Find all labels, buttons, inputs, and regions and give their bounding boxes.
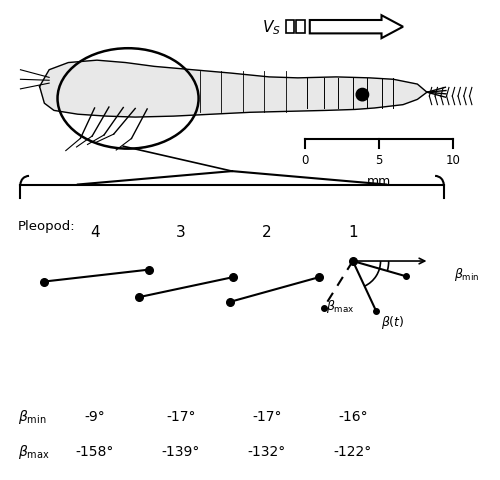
Text: $V_S$: $V_S$ [262, 18, 281, 37]
Text: $\beta(t)$: $\beta(t)$ [381, 313, 404, 331]
Text: Pleopod:: Pleopod: [18, 219, 76, 232]
Text: $\beta_{\max}$: $\beta_{\max}$ [326, 297, 355, 314]
Text: -132°: -132° [248, 444, 286, 458]
Text: 10: 10 [446, 154, 460, 167]
Text: $\beta_{\min}$: $\beta_{\min}$ [18, 408, 46, 426]
Text: -122°: -122° [334, 444, 372, 458]
Bar [286, 21, 294, 34]
Text: 5: 5 [376, 154, 383, 167]
Text: $\beta_{\min}$: $\beta_{\min}$ [454, 266, 479, 283]
Polygon shape [40, 61, 427, 118]
Text: -158°: -158° [76, 444, 114, 458]
Text: $\beta_{\max}$: $\beta_{\max}$ [18, 442, 50, 460]
Text: 4: 4 [90, 225, 100, 240]
Bar [296, 21, 305, 34]
Text: -9°: -9° [84, 409, 105, 423]
Text: -16°: -16° [338, 409, 368, 423]
Text: 0: 0 [302, 154, 308, 167]
Text: 2: 2 [262, 225, 272, 240]
Circle shape [356, 89, 368, 102]
Text: -139°: -139° [162, 444, 200, 458]
Text: 1: 1 [348, 225, 358, 240]
Text: mm: mm [367, 174, 391, 187]
Text: -17°: -17° [166, 409, 196, 423]
Text: 3: 3 [176, 225, 186, 240]
Text: -17°: -17° [252, 409, 282, 423]
